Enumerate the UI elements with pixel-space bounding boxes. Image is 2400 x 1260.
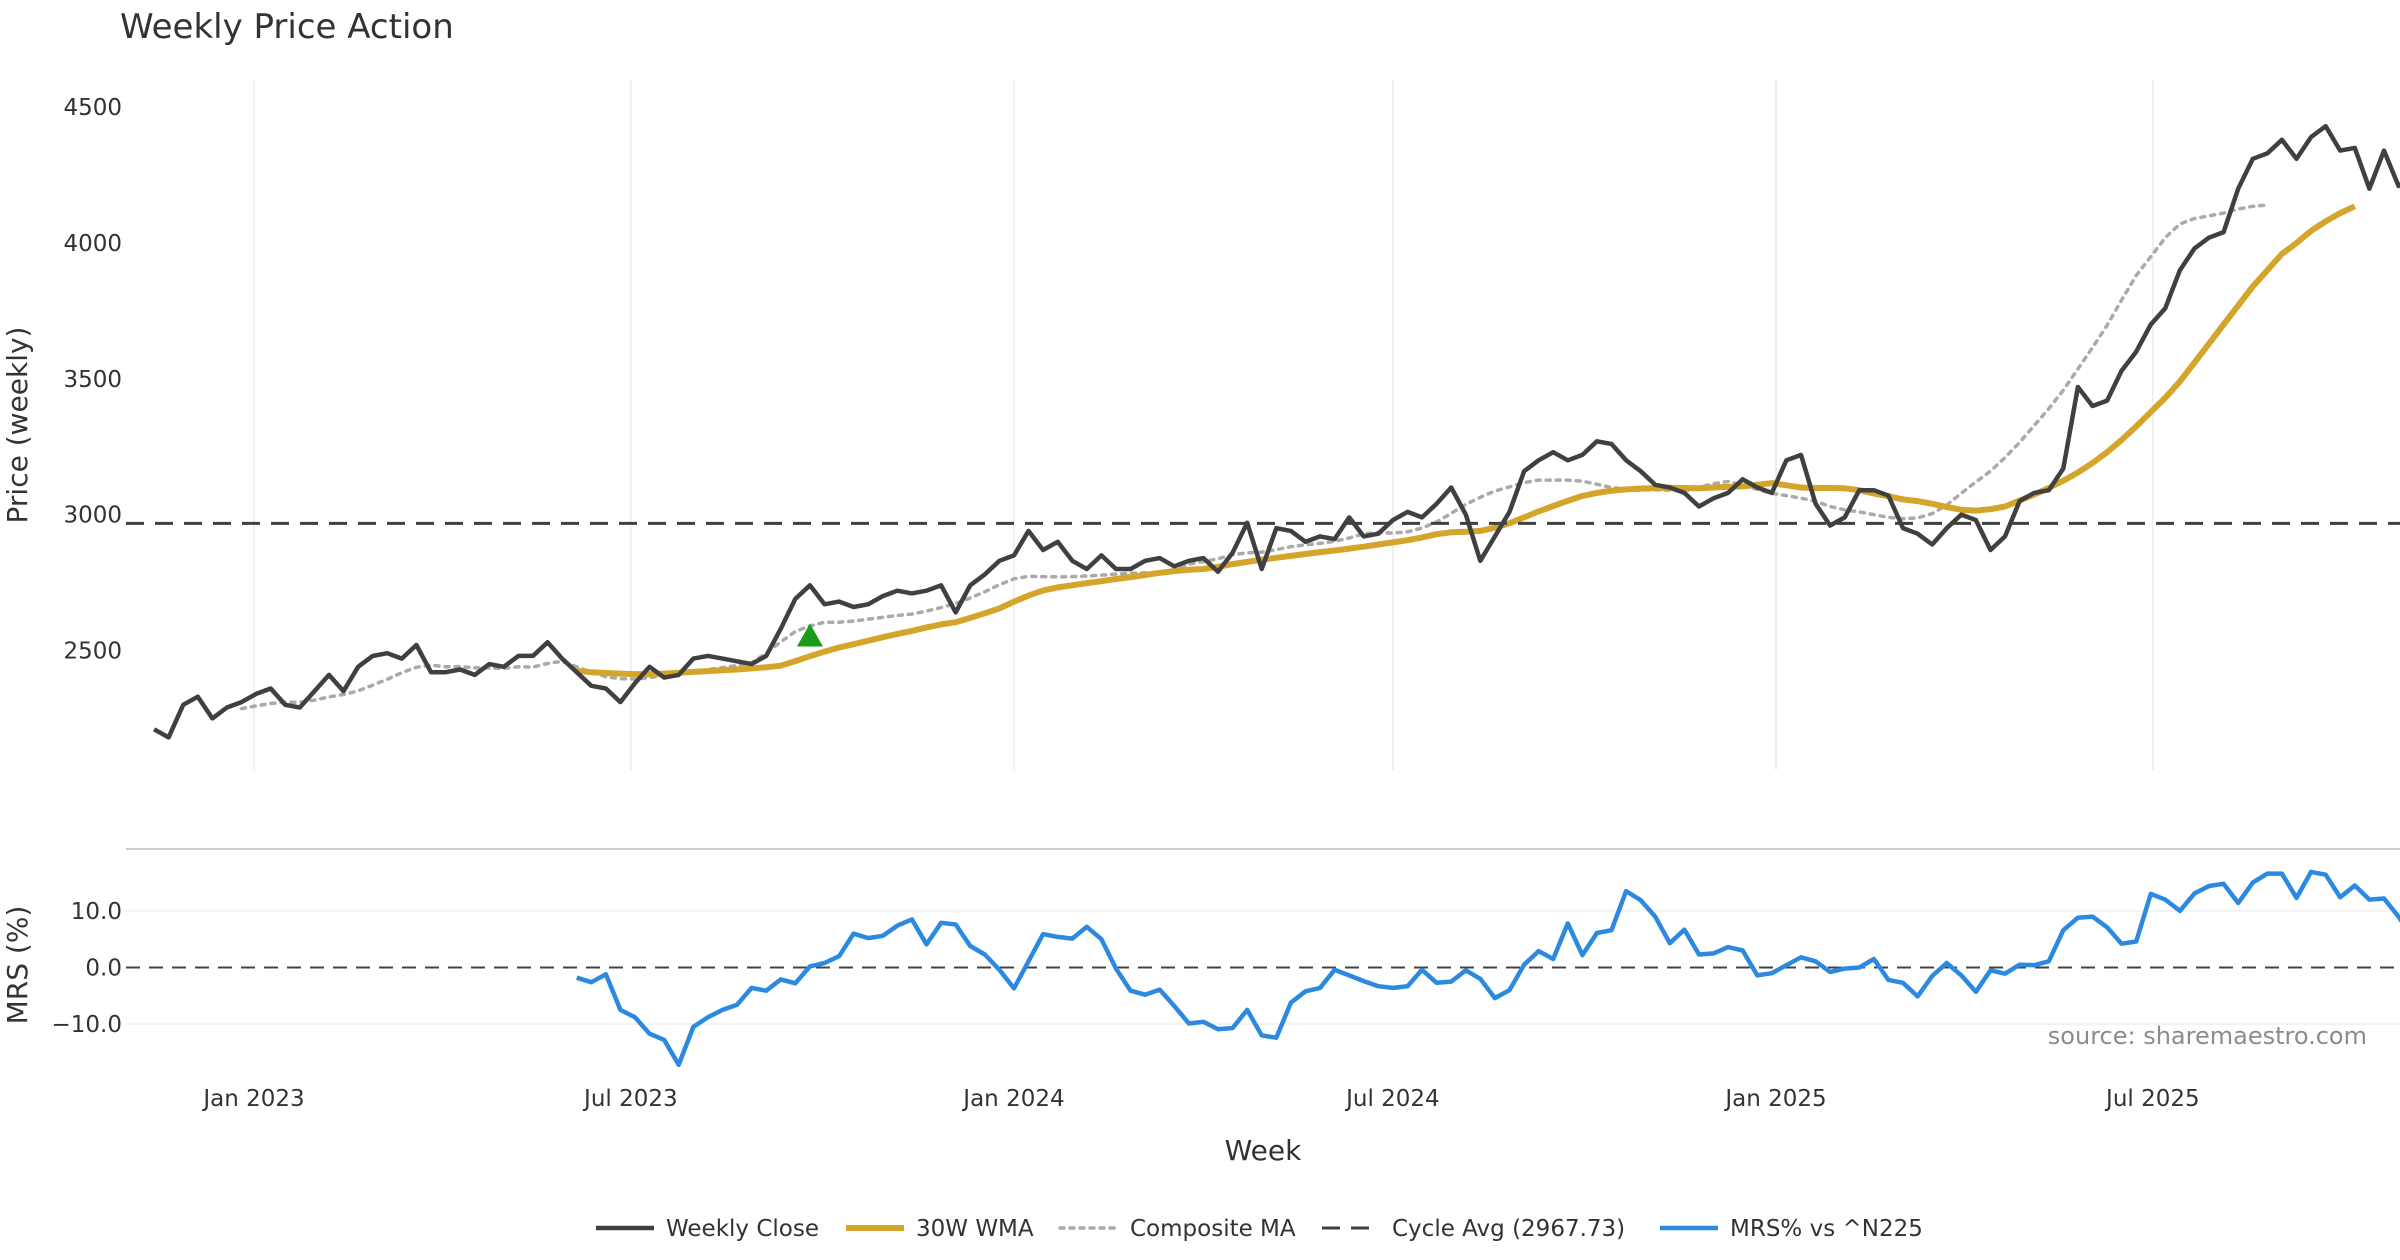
mrs-y-tick-label: 0.0 [85,956,122,982]
weekly-close-line [153,123,2400,740]
x-tick-label: Jan 2024 [961,1086,1064,1112]
legend-label: Cycle Avg (2967.73) [1392,1216,1625,1242]
price-series-layer [126,123,2400,740]
price-y-tick-label: 4500 [63,95,122,121]
mrs-y-ticks: 10.0 0.0 −10.0 [52,899,122,1038]
buy-signal-marker [796,623,823,647]
x-ticks: Jan 2023 Jul 2023 Jan 2024 Jul 2024 Jan 2025… [201,1086,2199,1112]
price-y-tick-label: 2500 [63,638,122,664]
source-text: source: sharemaestro.com [2048,1022,2367,1050]
price-y-tick-label: 4000 [63,231,122,257]
mrs-y-tick-label: 10.0 [71,899,122,925]
chart-title: Weekly Price Action [120,7,454,47]
mrs-y-axis-title: MRS (%) [1,906,34,1025]
x-tick-label: Jan 2025 [1723,1086,1826,1112]
price-y-ticks: 2500 3000 3500 4000 4500 [63,95,122,664]
x-tick-label: Jul 2023 [582,1086,678,1112]
mrs-grid [126,910,2400,1025]
price-grid [253,80,2154,770]
legend-label: Weekly Close [666,1216,819,1242]
mrs-series-layer [126,869,2400,1068]
price-y-tick-label: 3000 [63,503,122,529]
x-tick-label: Jul 2025 [2104,1086,2200,1112]
mrs-y-tick-label: −10.0 [52,1012,122,1038]
price-y-tick-label: 3500 [63,367,122,393]
x-tick-label: Jul 2024 [1344,1086,1440,1112]
price-y-axis-title: Price (weekly) [1,327,34,524]
30w-wma-line [576,203,2357,678]
x-axis-title: Week [1225,1134,1302,1167]
x-tick-label: Jan 2023 [201,1086,304,1112]
legend: Weekly Close 30W WMA Composite MA Cycle Avg… [596,1216,1923,1242]
legend-label: 30W WMA [916,1216,1034,1242]
legend-label: Composite MA [1130,1216,1296,1242]
legend-label: MRS% vs ^N225 [1730,1216,1923,1242]
mrs-line [576,869,2400,1068]
composite-ma-line [239,203,2270,711]
